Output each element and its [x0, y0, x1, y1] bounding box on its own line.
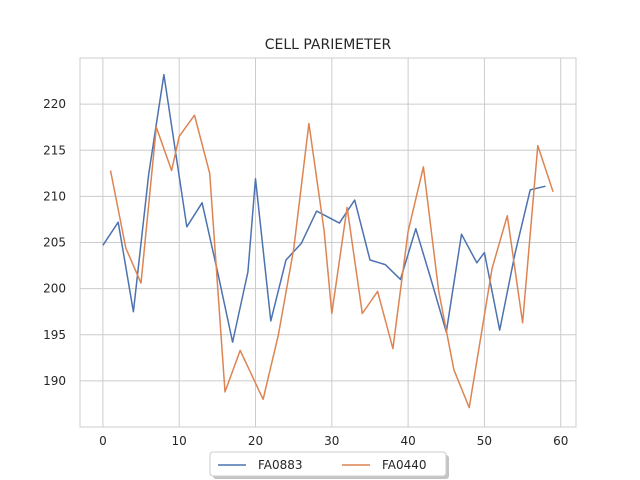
y-tick-label: 205 — [43, 236, 66, 250]
series-group — [102, 73, 554, 409]
x-axis: 0 10 20 30 40 50 60 — [99, 434, 568, 448]
legend-box — [209, 451, 447, 477]
x-tick-label: 20 — [248, 434, 263, 448]
y-tick-label: 215 — [43, 143, 66, 157]
chart-title: CELL PARIEMETER — [265, 37, 392, 53]
plot-area — [79, 57, 577, 428]
y-tick-label: 210 — [43, 189, 66, 203]
grid-lines — [80, 58, 576, 427]
y-tick-label: 190 — [43, 374, 66, 388]
y-tick-label: 220 — [43, 97, 66, 111]
legend-label-fa0440: FA0440 — [382, 458, 427, 472]
x-tick-label: 40 — [400, 434, 415, 448]
x-tick-label: 10 — [172, 434, 187, 448]
y-tick-label: 200 — [43, 282, 66, 296]
y-axis: 190 195 200 205 210 215 220 — [43, 97, 66, 388]
x-tick-label: 0 — [99, 434, 107, 448]
series-line-fa0883 — [102, 73, 546, 343]
series-line-fa0440 — [109, 114, 554, 409]
legend: FA0883 FA0440 — [209, 451, 449, 479]
x-tick-label: 30 — [324, 434, 339, 448]
x-tick-label: 60 — [553, 434, 568, 448]
legend-label-fa0883: FA0883 — [258, 458, 303, 472]
x-tick-label: 50 — [477, 434, 492, 448]
y-tick-label: 195 — [43, 328, 66, 342]
